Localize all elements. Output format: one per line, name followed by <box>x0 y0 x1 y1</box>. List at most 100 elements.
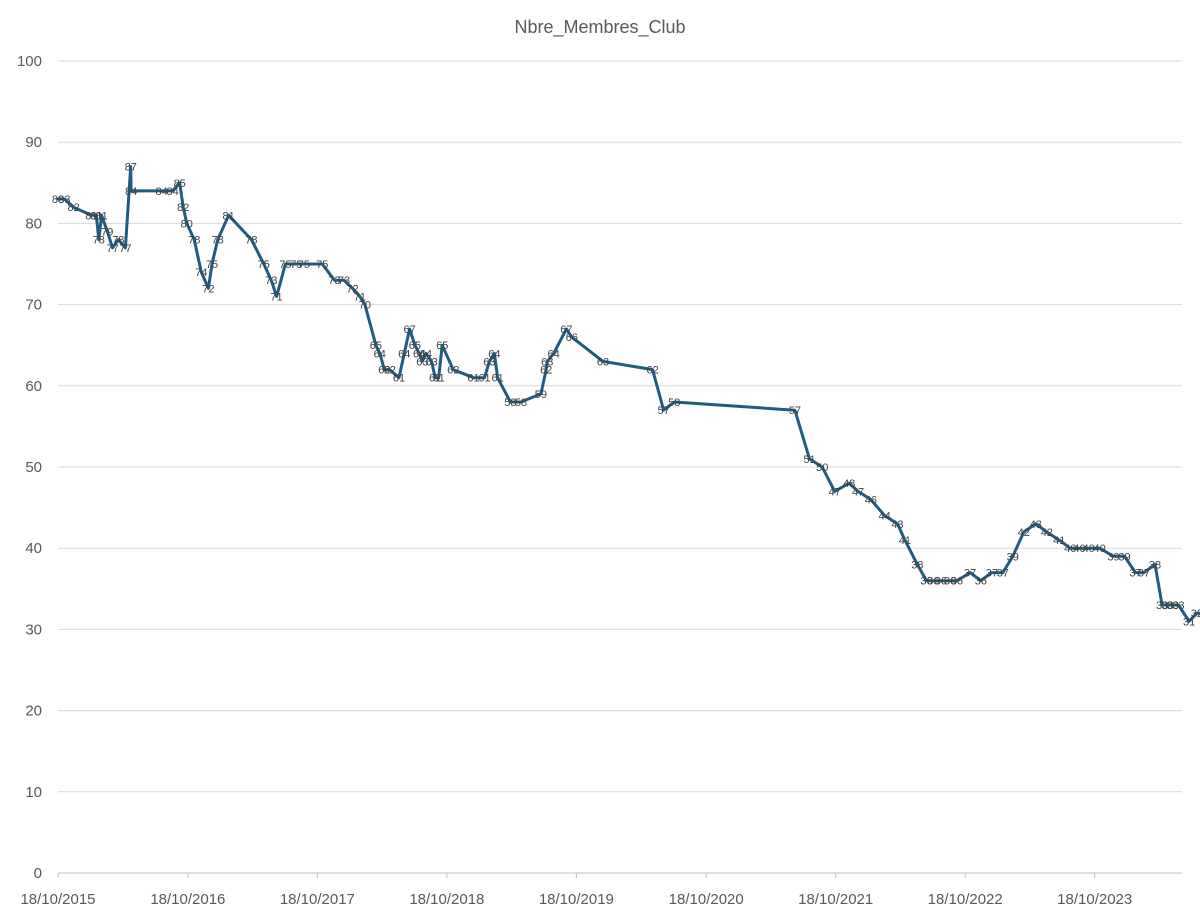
data-label: 66 <box>566 332 578 344</box>
data-label: 63 <box>483 356 495 368</box>
y-tick-label: 80 <box>25 215 42 232</box>
data-label: 78 <box>188 235 200 247</box>
data-label: 40 <box>1083 543 1095 555</box>
y-tick-label: 40 <box>25 540 42 557</box>
data-label: 83 <box>58 194 70 206</box>
data-label: 38 <box>911 559 923 571</box>
data-label: 67 <box>560 324 572 336</box>
data-label: 36 <box>935 576 947 588</box>
data-label: 57 <box>658 405 670 417</box>
data-label: 73 <box>328 275 340 287</box>
data-label: 73 <box>265 275 277 287</box>
data-label: 62 <box>384 365 396 377</box>
data-label: 72 <box>346 283 358 295</box>
data-label: 61 <box>433 373 445 385</box>
series-line-group <box>56 165 1200 623</box>
data-label: 87 <box>125 162 137 174</box>
y-tick-label: 30 <box>25 621 42 638</box>
data-label: 58 <box>668 397 680 409</box>
data-label: 42 <box>1041 527 1053 539</box>
x-tick-label: 18/10/2019 <box>539 891 614 908</box>
data-label: 64 <box>488 348 500 360</box>
data-label: 82 <box>177 202 189 214</box>
data-label: 37 <box>997 568 1009 580</box>
y-axis-ticks: 0 10 20 30 40 50 60 70 80 90 100 <box>17 53 42 882</box>
y-tick-label: 0 <box>34 865 42 882</box>
data-label: 37 <box>1138 568 1150 580</box>
data-label: 65 <box>409 340 421 352</box>
y-tick-label: 100 <box>17 53 42 70</box>
data-label: 81 <box>96 210 108 222</box>
data-label: 84 <box>155 186 167 198</box>
data-label: 51 <box>803 454 815 466</box>
data-label: 61 <box>467 373 479 385</box>
data-label: 75 <box>258 259 270 271</box>
data-label: 33 <box>1161 600 1173 612</box>
data-label: 36 <box>920 576 932 588</box>
data-label: 64 <box>420 348 432 360</box>
data-label: 57 <box>789 405 801 417</box>
y-tick-label: 90 <box>25 134 42 151</box>
data-label: 75 <box>279 259 291 271</box>
data-label: 81 <box>85 210 97 222</box>
data-label: 33 <box>1172 600 1184 612</box>
data-label: 33 <box>1167 600 1179 612</box>
data-label: 74 <box>195 267 207 279</box>
data-label: 39 <box>1007 551 1019 563</box>
y-tick-label: 20 <box>25 703 42 720</box>
data-label: 71 <box>354 291 366 303</box>
data-label: 64 <box>374 348 386 360</box>
data-label: 75 <box>290 259 302 271</box>
data-label: 58 <box>515 397 527 409</box>
x-tick-label: 18/10/2017 <box>280 891 355 908</box>
data-label: 61 <box>491 373 503 385</box>
data-label: 36 <box>927 576 939 588</box>
data-label: 72 <box>202 283 214 295</box>
data-label: 41 <box>899 535 911 547</box>
data-label: 61 <box>429 373 441 385</box>
data-label: 38 <box>1149 559 1161 571</box>
data-label: 78 <box>93 235 105 247</box>
data-label: 31 <box>1183 616 1195 628</box>
data-label: 80 <box>181 218 193 230</box>
x-tick-label: 18/10/2016 <box>150 891 225 908</box>
data-label: 37 <box>986 568 998 580</box>
data-label: 47 <box>852 486 864 498</box>
data-label: 65 <box>370 340 382 352</box>
data-label: 61 <box>478 373 490 385</box>
data-label: 79 <box>101 227 113 239</box>
data-label: 82 <box>67 202 79 214</box>
data-label: 63 <box>425 356 437 368</box>
data-label: 39 <box>1118 551 1130 563</box>
data-label: 62 <box>447 365 459 377</box>
data-label: 75 <box>298 259 310 271</box>
x-tick-label: 18/10/2018 <box>409 891 484 908</box>
data-label: 75 <box>316 259 328 271</box>
data-label: 46 <box>865 494 877 506</box>
data-label: 42 <box>1018 527 1030 539</box>
data-label: 77 <box>119 243 131 255</box>
data-label: 33 <box>1156 600 1168 612</box>
series-line <box>56 165 1200 623</box>
data-label: 78 <box>212 235 224 247</box>
y-tick-label: 70 <box>25 297 42 314</box>
data-label: 43 <box>1030 519 1042 531</box>
data-label: 77 <box>107 243 119 255</box>
data-label: 44 <box>879 511 891 523</box>
data-label: 85 <box>174 178 186 190</box>
data-label: 64 <box>398 348 410 360</box>
data-label: 43 <box>891 519 903 531</box>
data-label: 36 <box>951 576 963 588</box>
data-label: 65 <box>436 340 448 352</box>
data-label: 81 <box>223 210 235 222</box>
data-label: 62 <box>378 365 390 377</box>
data-label: 84 <box>166 186 178 198</box>
data-label: 64 <box>548 348 560 360</box>
data-label: 64 <box>413 348 425 360</box>
data-label: 84 <box>125 186 137 198</box>
data-label: 40 <box>1094 543 1106 555</box>
data-label: 41 <box>1053 535 1065 547</box>
x-tick-label: 18/10/2023 <box>1057 891 1132 908</box>
x-axis-ticks: 18/10/2015 18/10/2016 18/10/2017 18/10/2018… <box>20 873 1132 908</box>
